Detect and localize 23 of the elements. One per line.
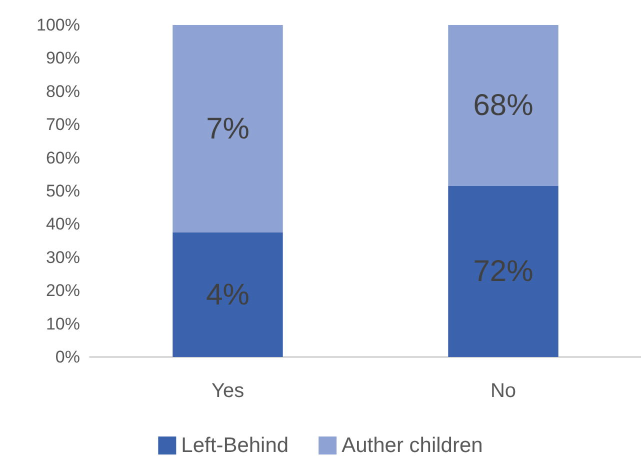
- bar: [172, 232, 283, 357]
- y-tick-label: 10%: [46, 314, 80, 334]
- y-tick-label: 80%: [46, 82, 80, 101]
- annotation: 4%: [206, 278, 250, 312]
- y-tick-label: 50%: [46, 182, 80, 200]
- y-tick-label: 90%: [46, 48, 80, 68]
- y-tick-label: 70%: [46, 115, 80, 134]
- y-tick-label: 20%: [46, 281, 80, 300]
- bar: [448, 186, 558, 357]
- y-tick-label: 30%: [46, 248, 80, 267]
- annotation: 72%: [473, 255, 534, 288]
- legend-label: Left-Behind: [181, 434, 289, 457]
- x-tick-label: Yes: [211, 380, 244, 402]
- bar: [172, 25, 283, 232]
- y-tick-label: 60%: [46, 148, 80, 168]
- annotation: 68%: [473, 89, 534, 122]
- legend-label: Auther children: [342, 434, 483, 457]
- y-tick-label: 40%: [46, 214, 80, 234]
- y-tick-label: 100%: [36, 16, 80, 34]
- bar: [448, 25, 558, 186]
- x-tick-label: No: [490, 380, 516, 402]
- annotation: 7%: [206, 112, 250, 146]
- y-tick-label: 0%: [55, 348, 80, 366]
